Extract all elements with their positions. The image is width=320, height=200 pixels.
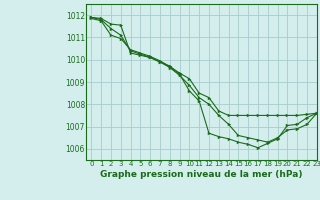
X-axis label: Graphe pression niveau de la mer (hPa): Graphe pression niveau de la mer (hPa) (100, 170, 303, 179)
